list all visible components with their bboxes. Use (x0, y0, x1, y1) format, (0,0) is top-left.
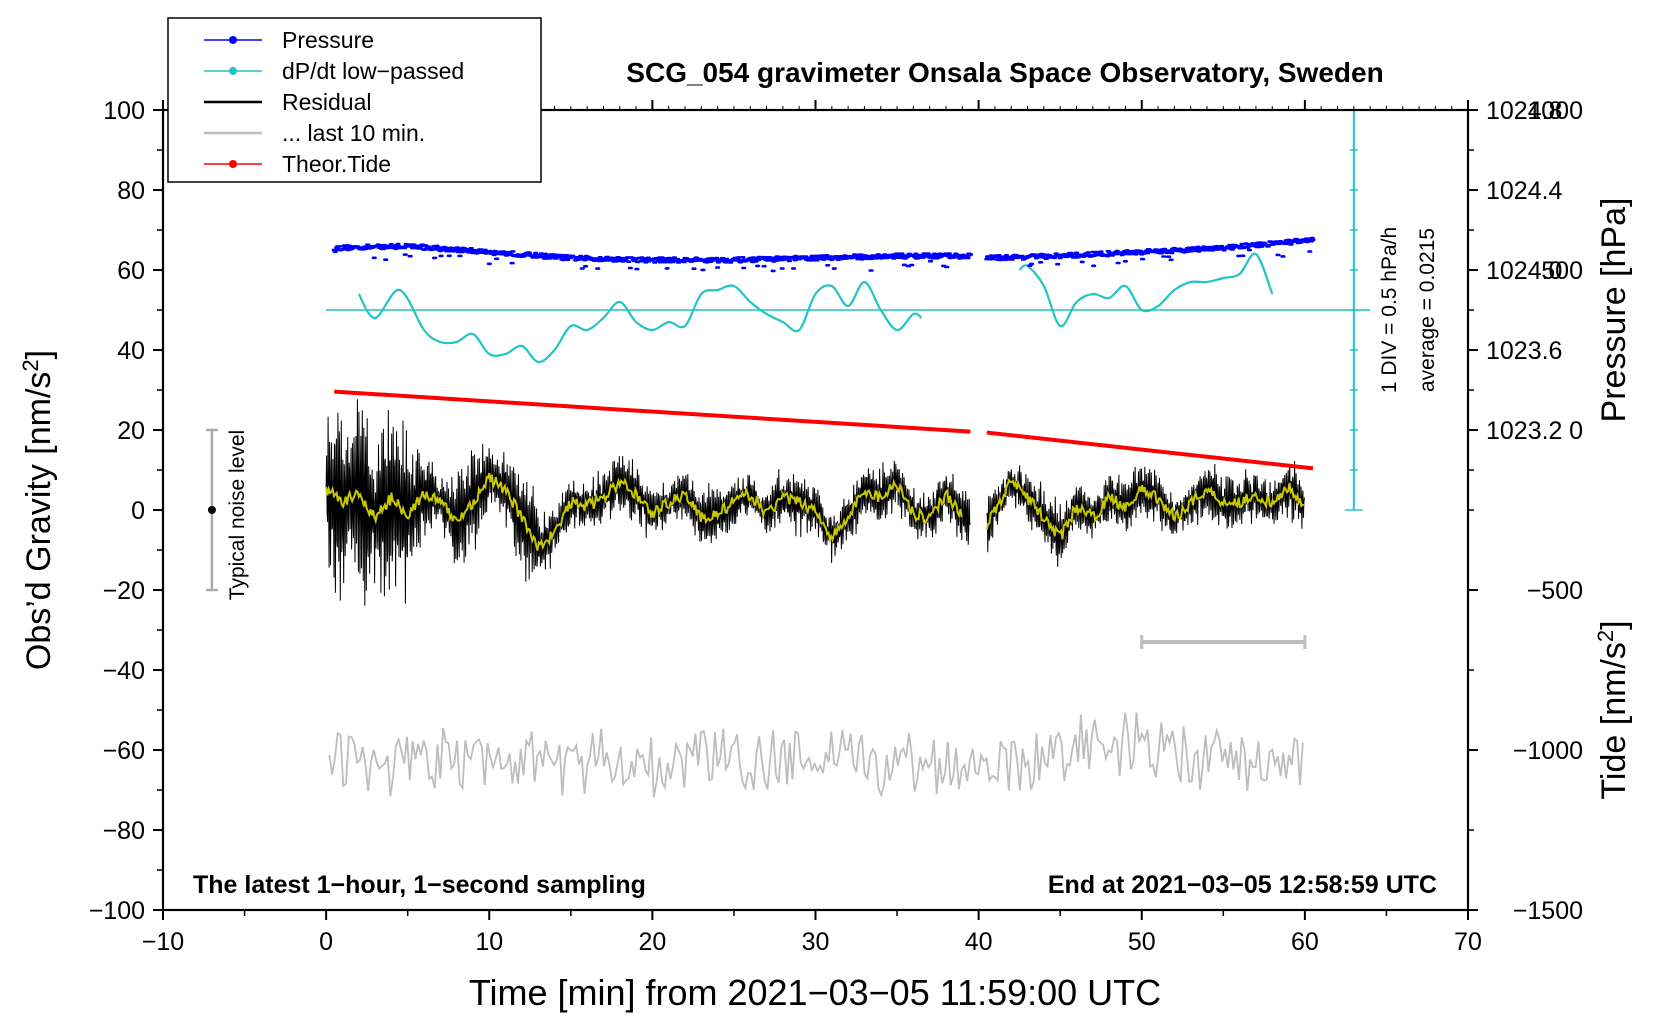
tide-tick-label: 500 (1541, 257, 1583, 285)
x-tick-label: 40 (965, 928, 993, 956)
x-tick-label: 30 (802, 928, 830, 956)
y-tick-label: 20 (117, 417, 145, 445)
pressure-tick-label: 1023.6 (1486, 337, 1562, 365)
x-axis-label: Time [min] from 2021−03−05 11:59:00 UTC (469, 972, 1161, 1013)
legend-label: dP/dt low−passed (282, 58, 464, 84)
x-tick-label: −10 (142, 928, 184, 956)
pressure-tick-label: 1024.0 (1486, 257, 1562, 285)
tide-tick-label: −500 (1527, 577, 1583, 605)
tide-tick-label: 1000 (1527, 97, 1583, 125)
plot-area (205, 109, 1371, 798)
x-tick-label: 60 (1291, 928, 1319, 956)
last-10-min-series-line (328, 712, 1304, 798)
pressure-tick-label: 1024.4 (1486, 177, 1563, 205)
dpdt-series-line (357, 280, 923, 364)
x-tick-label: 10 (475, 928, 503, 956)
scale-average-label: average = 0.0215 (1416, 228, 1439, 392)
tide-series-line (986, 430, 1314, 471)
legend-swatch-marker (229, 67, 237, 75)
annotation-sampling: The latest 1−hour, 1−second sampling (193, 871, 646, 899)
y-axis-label-tide: Tide [nm/s2] (1593, 620, 1633, 799)
legend-swatch-marker (229, 36, 237, 44)
axis-ticks: −10 0 10 20 30 40 50 60 70−100−80−60−40−20020406… (89, 97, 1583, 956)
noise-level-label: Typical noise level (226, 430, 249, 600)
pressure-tick-label: 1023.2 (1486, 417, 1562, 445)
x-tick-label: 0 (319, 928, 333, 956)
y-tick-label: −40 (103, 657, 145, 685)
y-tick-label: 40 (117, 337, 145, 365)
tide-tick-label: −1000 (1513, 737, 1583, 765)
legend-label: Theor.Tide (282, 151, 391, 177)
tide-label-sup: 2 (1593, 630, 1618, 642)
pressure-series-dots (331, 242, 974, 273)
noise-level-center (207, 506, 216, 514)
gravity-label-sup: 2 (18, 359, 43, 371)
tide-tick-label: −1500 (1513, 897, 1583, 925)
y-axis-label-pressure: Pressure [hPa] (1595, 198, 1633, 423)
legend-swatch-marker (229, 160, 237, 168)
y-tick-label: 80 (117, 177, 145, 205)
dpdt-series-line (1018, 252, 1274, 328)
y-tick-label: 100 (103, 97, 145, 125)
scale-div-label: 1 DIV = 0.5 hPa/h (1378, 227, 1401, 393)
x-tick-label: 50 (1128, 928, 1156, 956)
legend: Pressure dP/dt low−passed Residual ... last… (167, 17, 542, 183)
gravity-label-end: ] (20, 350, 58, 359)
residual-smoothed-line (985, 477, 1305, 540)
annotation-end-time: End at 2021−03−05 12:58:59 UTC (1048, 871, 1437, 899)
x-tick-label: 20 (638, 928, 666, 956)
residual-series-line (986, 460, 1305, 567)
y-tick-label: −20 (103, 577, 145, 605)
residual-smoothed-line (325, 472, 963, 551)
y-tick-label: 60 (117, 257, 145, 285)
gravity-label-main: Obs’d Gravity [nm/s (20, 372, 58, 671)
legend-label: Pressure (282, 27, 374, 53)
x-tick-label: 70 (1454, 928, 1482, 956)
chart-title: SCG_054 gravimeter Onsala Space Observat… (626, 57, 1383, 88)
pressure-tick-label: 1024.8 (1486, 97, 1562, 125)
legend-label: Residual (282, 89, 372, 115)
y-tick-label: −60 (103, 737, 145, 765)
y-axis-label-gravity: Obs’d Gravity [nm/s2] (18, 350, 58, 670)
legend-label: ... last 10 min. (282, 120, 425, 146)
y-tick-label: −100 (89, 897, 145, 925)
legend-box (167, 17, 542, 183)
pressure-series-dots (984, 236, 1316, 268)
tide-series-line (334, 389, 971, 434)
y-tick-label: −80 (103, 817, 145, 845)
tide-label-end: ] (1595, 620, 1633, 629)
y-tick-label: 0 (131, 497, 145, 525)
tide-tick-label: 0 (1569, 417, 1583, 445)
tide-label-main: Tide [nm/s (1595, 642, 1633, 799)
